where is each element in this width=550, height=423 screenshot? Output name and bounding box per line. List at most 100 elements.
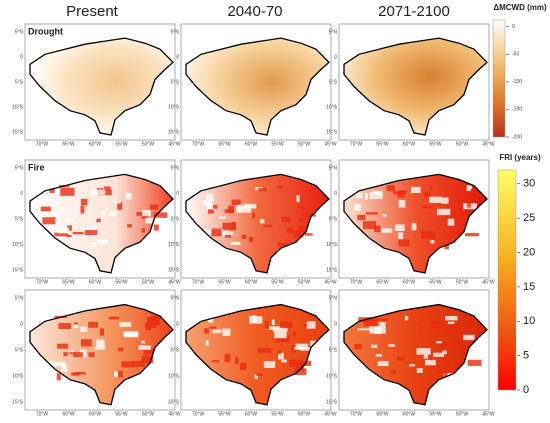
map-patch: [410, 186, 421, 193]
longitude-tick-label: 65°W: [218, 411, 231, 417]
region-outline: [185, 37, 330, 136]
map-patch: [212, 329, 222, 334]
longitude-tick-label: 45°W: [482, 411, 495, 417]
map-patch: [423, 354, 429, 359]
map-panel: 5°N 0 5°S 10°S 15°S 70°W 65°W 60°W 55°W 50°W 45°W: [168, 159, 337, 285]
map-patch: [436, 341, 443, 344]
longitude-tick-label: 50°W: [456, 141, 469, 147]
map-patch: [113, 371, 119, 378]
map-patch: [212, 360, 220, 363]
colorbar-title: FRI (years): [499, 153, 541, 162]
longitude-tick-label: 65°W: [218, 141, 231, 147]
longitude-tick-label: 55°W: [429, 141, 442, 147]
colorbar-tick-label: -50: [512, 52, 519, 58]
map-patch: [153, 212, 168, 218]
map-panel: 5°N 0 5°S 10°S 15°S 70°W 65°W 60°W 55°W 50°W 45°W: [326, 289, 495, 417]
map-patch: [252, 212, 256, 219]
map-patch: [96, 218, 101, 223]
map-patch: [202, 200, 212, 206]
longitude-tick-label: 55°W: [429, 411, 442, 417]
longitude-tick-label: 45°W: [482, 279, 495, 285]
latitude-tick-label: 0: [334, 191, 337, 197]
map-patch: [257, 347, 272, 353]
map-patch: [375, 353, 382, 357]
map-patch: [365, 212, 378, 215]
map-patch: [465, 232, 480, 237]
map-patch: [69, 352, 75, 355]
map-patch: [145, 322, 157, 329]
map-patch: [119, 321, 132, 327]
map-patch: [61, 365, 68, 372]
longitude-tick-label: 60°W: [245, 279, 258, 285]
latitude-tick-label: 15°S: [12, 129, 24, 135]
map-patch: [206, 203, 215, 210]
map-patch: [381, 228, 393, 233]
latitude-tick-label: 5°N: [171, 29, 180, 35]
latitude-tick-label: 5°N: [329, 295, 338, 301]
map-patch: [212, 204, 218, 209]
map-patch: [293, 368, 307, 375]
map-patch: [419, 326, 424, 330]
colorbar-tick-label: 30: [523, 178, 535, 190]
latitude-tick-label: 5°S: [15, 216, 24, 222]
map-patch: [66, 217, 74, 221]
map-patch: [371, 344, 378, 348]
longitude-tick-label: 55°W: [271, 411, 284, 417]
map-patch: [127, 224, 132, 228]
longitude-tick-label: 50°W: [298, 141, 311, 147]
latitude-tick-label: 0: [176, 191, 179, 197]
map-patch: [73, 322, 79, 326]
map-patch: [398, 232, 404, 240]
map-patch: [153, 224, 159, 231]
map-patch: [303, 360, 312, 367]
map-patch: [40, 206, 51, 212]
map-patch: [374, 326, 381, 335]
map-patch: [300, 347, 314, 351]
map-patch: [149, 204, 159, 210]
map-patch: [79, 349, 87, 357]
map-patch: [466, 185, 471, 192]
map-patch: [274, 331, 287, 339]
latitude-tick-label: 5°S: [171, 347, 180, 353]
latitude-tick-label: 5°S: [171, 79, 180, 85]
map-panel: 5°N 0 5°S 10°S 15°S 70°W 65°W 60°W 55°W 50°W 45°W: [168, 289, 337, 417]
latitude-tick-label: 5°N: [15, 29, 24, 35]
map-panel: 5°N 0 5°S 10°S 15°S 70°W 65°W 60°W 55°W 50°W 45°W: [12, 23, 181, 147]
map-patch: [441, 197, 449, 204]
map-patch: [81, 339, 92, 347]
map-patch: [416, 348, 431, 355]
map-patch: [277, 185, 284, 189]
latitude-tick-label: 10°S: [168, 242, 180, 248]
map-patch: [49, 189, 55, 193]
map-patch: [447, 218, 455, 226]
column-header: 2040-70: [227, 3, 282, 20]
map-patch: [141, 340, 145, 344]
latitude-tick-label: 5°S: [329, 79, 338, 85]
map-patch: [240, 362, 247, 371]
map-patch: [113, 201, 121, 204]
map-patch: [298, 219, 303, 223]
map-patch: [354, 203, 361, 211]
latitude-tick-label: 5°N: [329, 165, 338, 171]
latitude-tick-label: 15°S: [326, 399, 338, 405]
map-patch: [436, 208, 451, 216]
map-patch: [272, 327, 288, 332]
region-outline: [29, 173, 174, 274]
map-patch: [71, 372, 80, 376]
map-patch: [429, 185, 433, 189]
map-patch: [466, 222, 473, 226]
map-patch: [357, 328, 372, 331]
map-patch: [398, 199, 406, 208]
latitude-tick-label: 5°N: [15, 165, 24, 171]
map-patch: [109, 316, 120, 320]
map-patch: [276, 336, 290, 343]
map-patch: [147, 317, 161, 325]
colorbar-tick-label: 5: [523, 350, 529, 362]
map-patch: [94, 347, 106, 350]
longitude-tick-label: 55°W: [271, 279, 284, 285]
map-patch: [281, 359, 288, 363]
longitude-tick-label: 70°W: [350, 141, 363, 147]
longitude-tick-label: 55°W: [271, 141, 284, 147]
map-patch: [435, 370, 445, 374]
map-patch: [377, 361, 389, 367]
